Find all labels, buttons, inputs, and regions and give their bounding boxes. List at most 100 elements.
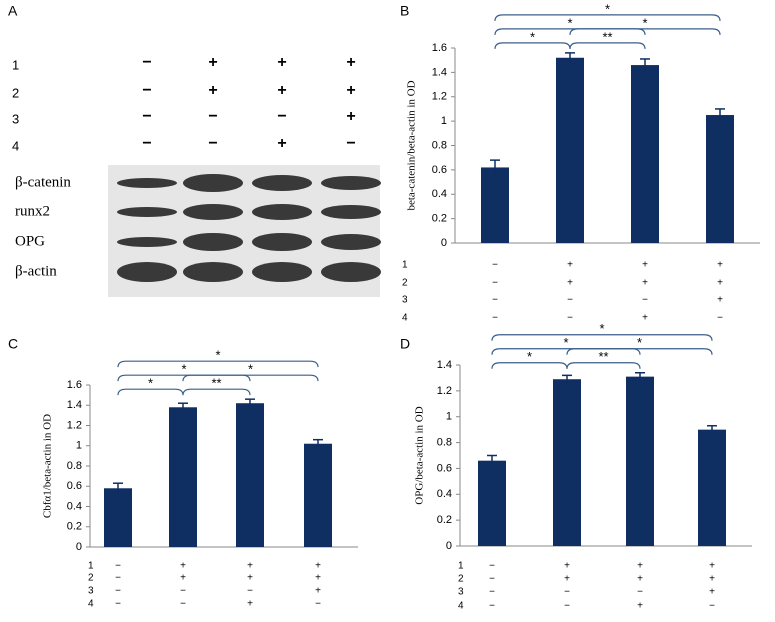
condition-sign: − — [142, 54, 151, 71]
y-axis-title: beta-catenin/beta-actin in OD — [406, 80, 418, 210]
condition-label: 3 — [88, 586, 94, 597]
condition-sign: + — [642, 313, 648, 324]
condition-sign: + — [208, 54, 217, 71]
condition-sign: + — [717, 260, 723, 271]
significance-bracket — [182, 388, 251, 396]
panel-label: A — [8, 3, 18, 19]
significance-bracket — [494, 28, 646, 35]
significance-label: ** — [598, 349, 608, 364]
significance-bracket — [569, 28, 721, 35]
bar — [553, 379, 581, 546]
significance-bracket — [117, 374, 251, 382]
condition-sign: − — [180, 599, 186, 610]
significance-label: * — [148, 376, 153, 391]
blot-band — [117, 237, 177, 247]
condition-sign: − — [489, 587, 495, 598]
blot-band — [183, 262, 243, 282]
condition-sign: − — [489, 601, 495, 612]
condition-sign: + — [208, 82, 217, 99]
significance-label: * — [181, 362, 186, 377]
bar — [104, 488, 132, 547]
condition-label: 3 — [458, 587, 464, 598]
y-tick-label: 0.4 — [67, 500, 82, 512]
condition-sign: + — [277, 135, 286, 152]
condition-sign: + — [709, 574, 715, 585]
condition-sign: − — [142, 135, 151, 152]
blot-band — [321, 176, 381, 190]
significance-label: * — [530, 29, 535, 44]
blot-band — [252, 233, 312, 251]
y-tick-label: 1.6 — [67, 379, 82, 391]
y-tick-label: 1.6 — [432, 42, 447, 54]
significance-bracket — [494, 42, 571, 49]
significance-bracket — [182, 374, 319, 382]
condition-sign: − — [315, 599, 321, 610]
condition-sign: − — [277, 108, 286, 125]
significance-label: * — [567, 15, 572, 30]
condition-sign: + — [709, 587, 715, 598]
condition-sign: + — [315, 561, 321, 572]
bar — [478, 460, 506, 546]
condition-sign: + — [642, 278, 648, 289]
bar — [236, 403, 264, 547]
protein-label: β-catenin — [15, 174, 71, 190]
bar — [626, 376, 654, 546]
condition-label: 2 — [12, 85, 19, 100]
y-tick-label: 0.2 — [432, 213, 447, 225]
condition-sign: + — [709, 561, 715, 572]
condition-sign: − — [247, 586, 253, 597]
y-tick-label: 0.8 — [67, 460, 82, 472]
y-tick-label: 0 — [76, 541, 82, 553]
condition-sign: + — [642, 260, 648, 271]
condition-sign: − — [115, 573, 121, 584]
y-tick-label: 0.2 — [437, 514, 452, 526]
bar — [304, 443, 332, 547]
significance-bracket — [117, 360, 319, 368]
significance-bracket — [566, 348, 713, 355]
condition-sign: + — [247, 599, 253, 610]
significance-label: ** — [211, 376, 221, 391]
bar — [706, 115, 734, 243]
y-tick-label: 0 — [446, 540, 452, 552]
panel-label: C — [8, 336, 18, 352]
condition-label: 4 — [88, 599, 94, 610]
condition-sign: − — [489, 561, 495, 572]
condition-sign: + — [277, 54, 286, 71]
condition-label: 4 — [12, 138, 19, 153]
condition-sign: + — [637, 574, 643, 585]
significance-label: * — [637, 335, 642, 350]
condition-label: 2 — [88, 573, 94, 584]
y-tick-label: 0.6 — [432, 164, 447, 176]
condition-sign: − — [115, 561, 121, 572]
significance-bracket — [494, 14, 721, 21]
y-tick-label: 1.4 — [437, 359, 452, 371]
bar — [631, 65, 659, 243]
y-axis-title: OPG/beta-actin in OD — [414, 406, 426, 504]
y-tick-label: 1 — [446, 411, 452, 423]
significance-bracket — [491, 334, 713, 341]
y-tick-label: 0.8 — [432, 139, 447, 151]
y-tick-label: 1.2 — [432, 91, 447, 103]
y-tick-label: 1.4 — [67, 399, 82, 411]
condition-sign: + — [247, 561, 253, 572]
condition-sign: + — [315, 573, 321, 584]
bar — [556, 57, 584, 243]
condition-sign: − — [492, 260, 498, 271]
significance-label: * — [605, 1, 610, 16]
y-tick-label: 1 — [76, 440, 82, 452]
condition-sign: − — [709, 601, 715, 612]
y-tick-label: 0 — [441, 237, 447, 249]
condition-sign: − — [492, 295, 498, 306]
y-tick-label: 1.2 — [437, 385, 452, 397]
condition-sign: − — [642, 295, 648, 306]
protein-label: OPG — [15, 233, 45, 249]
condition-sign: + — [180, 573, 186, 584]
condition-sign: + — [180, 561, 186, 572]
bar — [169, 407, 197, 547]
significance-label: * — [599, 321, 604, 336]
condition-sign: − — [717, 313, 723, 324]
condition-label: 4 — [402, 313, 408, 324]
bar — [698, 429, 726, 546]
condition-sign: + — [346, 108, 355, 125]
